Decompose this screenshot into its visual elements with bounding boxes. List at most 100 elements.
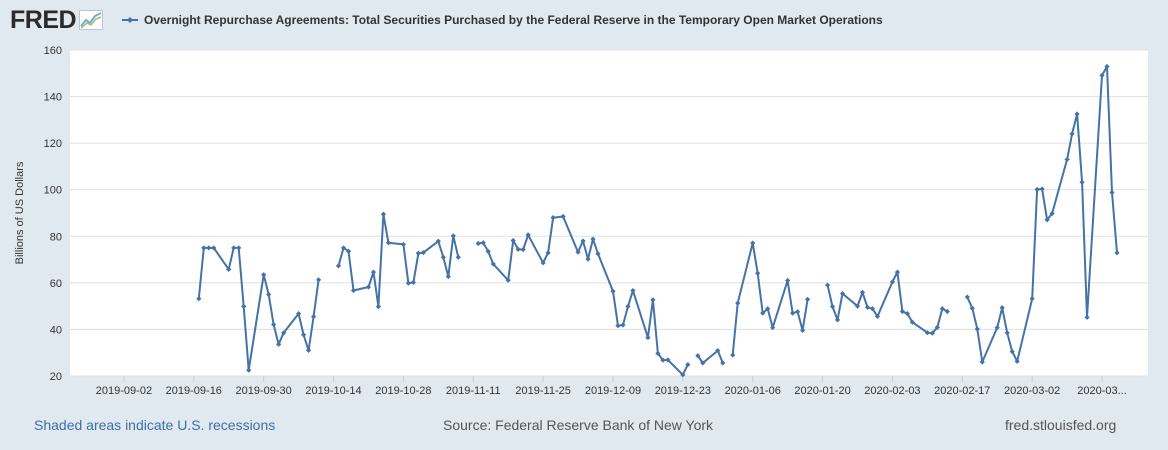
data-point	[869, 306, 876, 312]
data-point	[1014, 358, 1020, 364]
data-point	[909, 319, 915, 325]
data-point	[695, 353, 701, 359]
x-tick-label: 2019-10-14	[305, 385, 361, 397]
x-tick-label: 2020-01-20	[794, 385, 850, 397]
data-point	[750, 240, 756, 246]
data-point	[575, 249, 581, 255]
data-point	[580, 238, 586, 244]
data-point	[680, 372, 686, 378]
data-point	[246, 367, 252, 373]
data-point	[929, 330, 935, 336]
data-point	[625, 303, 631, 309]
data-point	[271, 321, 277, 328]
data-point	[864, 304, 871, 310]
data-point	[824, 282, 831, 288]
data-point	[1109, 189, 1115, 196]
y-tick-label: 60	[50, 278, 62, 290]
x-tick-label: 2019-12-09	[585, 385, 641, 397]
data-point	[665, 357, 671, 363]
data-point	[934, 324, 940, 330]
data-point	[435, 238, 441, 244]
data-point	[939, 306, 945, 312]
data-point	[1004, 330, 1010, 336]
data-point	[206, 245, 212, 251]
data-point	[480, 240, 486, 246]
data-point	[615, 323, 621, 329]
data-point	[485, 248, 491, 255]
data-point	[490, 261, 496, 267]
data-point	[630, 287, 636, 294]
data-point	[455, 254, 461, 260]
series-line-segment	[696, 349, 724, 364]
data-point	[510, 237, 516, 244]
chart-legend[interactable]: Overnight Repurchase Agreements: Total S…	[122, 11, 883, 29]
data-point	[226, 266, 232, 272]
data-point	[720, 360, 726, 366]
data-point	[650, 297, 656, 303]
x-tick-label: 2020-01-06	[725, 385, 781, 397]
line-chart-icon	[79, 10, 104, 30]
data-point	[525, 232, 531, 238]
data-point	[560, 213, 566, 220]
data-point	[475, 240, 481, 247]
data-point	[1039, 186, 1045, 192]
data-point	[196, 296, 202, 302]
data-point	[1009, 348, 1015, 355]
data-point	[211, 245, 217, 251]
data-point	[335, 263, 342, 269]
data-point	[415, 250, 421, 256]
data-point	[804, 296, 811, 302]
data-point	[370, 269, 377, 275]
data-point	[1064, 156, 1070, 163]
x-tick-label: 2019-11-11	[446, 385, 501, 397]
data-point	[380, 211, 387, 217]
data-point	[969, 305, 975, 311]
data-point	[276, 341, 282, 347]
data-point	[236, 245, 242, 251]
source-note: Source: Federal Reserve Bank of New York	[443, 417, 714, 433]
data-point	[520, 246, 526, 253]
data-point	[550, 215, 556, 221]
site-url[interactable]: fred.stlouisfed.org	[1005, 417, 1117, 433]
legend-series-label: Overnight Repurchase Agreements: Total S…	[144, 13, 883, 27]
data-point	[405, 280, 411, 286]
x-tick-label: 2019-09-16	[166, 385, 222, 397]
x-tick-label: 2019-12-23	[655, 385, 711, 397]
legend-series-marker-icon	[122, 17, 138, 23]
data-point	[974, 326, 980, 332]
series-line-segment	[731, 242, 809, 356]
data-point	[420, 249, 426, 256]
data-point	[261, 272, 267, 278]
data-point	[1029, 296, 1035, 302]
y-tick-label: 80	[50, 231, 62, 243]
data-point	[385, 240, 392, 246]
data-point	[365, 284, 372, 290]
data-point	[585, 256, 591, 262]
data-point	[994, 324, 1000, 331]
fred-logo[interactable]: FRED	[10, 6, 104, 34]
x-tick-label: 2019-09-02	[96, 385, 152, 397]
x-tick-label: 2020-02-17	[934, 385, 990, 397]
data-point	[300, 332, 307, 338]
data-point	[400, 241, 406, 248]
recession-note-link[interactable]: Shaded areas indicate U.S. recessions	[34, 417, 276, 433]
data-point	[620, 322, 626, 328]
data-point	[310, 314, 317, 320]
data-point	[1114, 250, 1120, 256]
y-tick-label: 160	[44, 45, 62, 57]
x-tick-label: 2020-03...	[1077, 385, 1127, 397]
y-axis-title: Billions of US Dollars	[14, 161, 26, 264]
data-point	[964, 294, 970, 300]
data-point	[760, 310, 766, 316]
data-point	[1034, 186, 1040, 193]
data-point	[785, 277, 791, 284]
data-point	[889, 279, 896, 285]
plot-area	[70, 50, 1148, 376]
x-tick-label: 2019-10-28	[375, 385, 431, 397]
data-point	[1074, 111, 1080, 117]
data-point	[899, 308, 906, 315]
data-point	[735, 300, 741, 306]
data-point	[595, 251, 601, 257]
chart-header: FRED Overnight Repurchase Agreements: To…	[0, 0, 1168, 40]
data-point	[241, 303, 247, 309]
